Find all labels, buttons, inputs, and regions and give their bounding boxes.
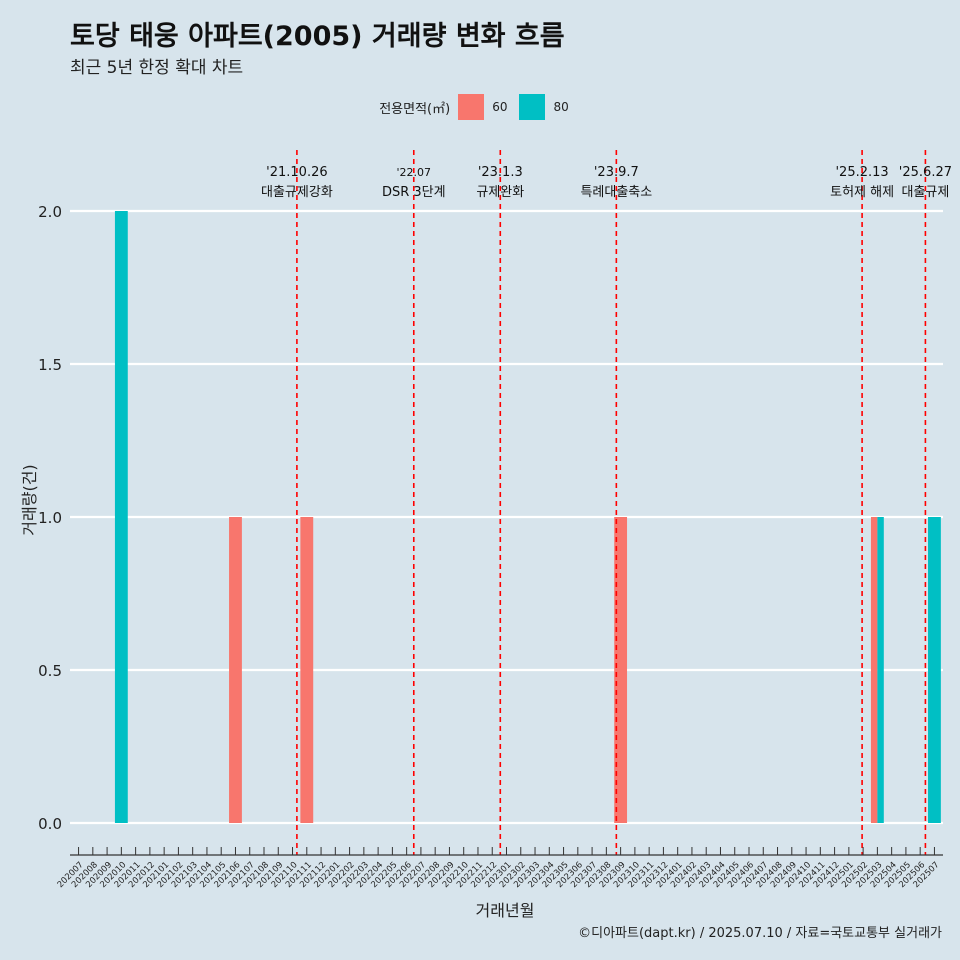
legend-label-60: 60: [492, 100, 508, 114]
y-axis-label: 거래량(건): [20, 464, 39, 536]
legend-key-60: [458, 94, 485, 120]
event-date-label: '25.6.27: [899, 165, 952, 180]
event-date-label: '22.07: [397, 166, 432, 179]
event-date-label: '21.10.26: [266, 165, 327, 180]
bar-60-202106: [229, 517, 242, 823]
y-tick-label: 0.5: [38, 662, 62, 680]
source-caption: ©디아파트(dapt.kr) / 2025.07.10 / 자료=국토교통부 실…: [578, 926, 942, 941]
legend-label-80: 80: [553, 100, 569, 114]
chart-title: 토당 태웅 아파트(2005) 거래량 변화 흐름: [70, 21, 565, 52]
x-axis-label: 거래년월: [475, 901, 535, 920]
legend: 전용면적(㎡) 60 80: [0, 93, 960, 121]
chart-subtitle: 최근 5년 한정 확대 차트: [70, 58, 244, 78]
event-name-label: 대출규제강화: [261, 185, 333, 200]
y-tick-label: 0.0: [38, 815, 62, 833]
event-date-label: '25.2.13: [835, 165, 888, 180]
event-name-label: 대출규제: [901, 185, 949, 200]
bar-60-202111: [300, 517, 314, 823]
event-name-label: DSR 3단계: [382, 185, 446, 200]
event-name-label: 특례대출축소: [580, 185, 652, 200]
legend-key-80: [519, 94, 546, 120]
event-date-label: '23.9.7: [594, 165, 639, 180]
y-tick-label: 1.5: [38, 356, 62, 374]
bar-60-202503: [870, 517, 878, 823]
bar-60-202309: [614, 517, 628, 823]
legend-title: 전용면적(㎡): [379, 101, 451, 117]
event-name-label: 토허제 해제: [830, 185, 894, 200]
event-date-label: '23.1.3: [478, 165, 523, 180]
event-name-label: 규제완화: [476, 185, 524, 200]
bar-80-202010: [114, 211, 128, 823]
y-tick-label: 2.0: [38, 203, 62, 221]
y-tick-label: 1.0: [38, 509, 62, 527]
bar-80-202507: [928, 517, 941, 823]
bar-80-202503: [877, 517, 884, 823]
